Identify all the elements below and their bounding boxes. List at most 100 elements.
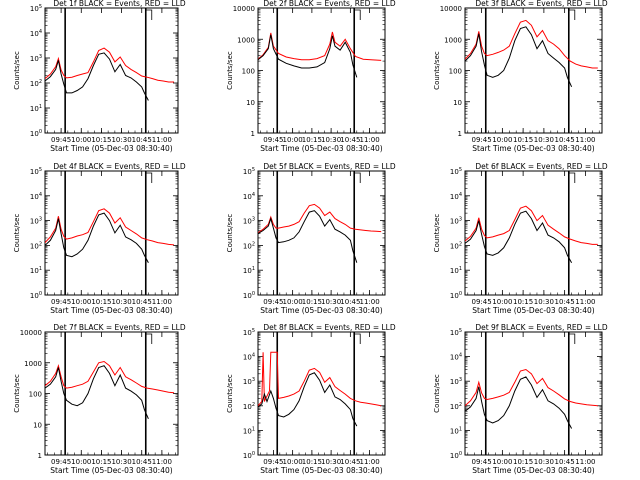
plot-frame — [464, 170, 603, 296]
y-tick-exponent: 0 — [252, 291, 255, 297]
series-line-events — [465, 210, 573, 263]
y-tick-exponent: 2 — [459, 241, 462, 247]
y-tick-label: 104 — [450, 192, 462, 201]
series-line-events — [45, 52, 149, 101]
y-tick-exponent: 2 — [39, 79, 42, 85]
x-tick-label: 10:15 — [513, 136, 533, 144]
y-tick-label: 102 — [30, 79, 42, 88]
interval-bracket — [568, 172, 576, 183]
x-tick-label: 10:15 — [302, 136, 322, 144]
x-axis-label: Start Time (05-Dec-03 08:30:40) — [50, 144, 172, 153]
x-tick-label: 09:45 — [51, 458, 71, 466]
x-tick-label: 11:00 — [575, 136, 595, 144]
chart-panel-2: 1 10 100 1000 10000 09:45 10:00 10:15 10:30 10:45… — [226, 0, 396, 153]
y-axis-label: Counts/sec — [433, 374, 441, 413]
y-tick-label: 105 — [243, 167, 255, 176]
x-tick-label: 10:45 — [555, 458, 575, 466]
x-tick-label: 10:30 — [111, 458, 131, 466]
series-line-events — [258, 372, 358, 427]
x-axis-label: Start Time (05-Dec-03 08:30:40) — [472, 144, 594, 153]
x-tick-label: 10:45 — [555, 298, 575, 306]
x-tick-label: 10:30 — [321, 136, 341, 144]
y-tick-exponent: 5 — [39, 167, 42, 173]
y-tick-exponent: 3 — [459, 217, 462, 223]
y-tick-label: 100 — [242, 68, 255, 76]
y-tick-exponent: 2 — [252, 402, 255, 408]
y-tick-label: 101 — [243, 266, 255, 275]
series-line-events — [45, 365, 149, 419]
x-tick-label: 11:00 — [152, 298, 172, 306]
y-axis-label: Counts/sec — [13, 374, 21, 413]
x-tick-label: 09:45 — [263, 458, 283, 466]
y-tick-exponent: 4 — [252, 353, 255, 359]
y-tick-exponent: 0 — [252, 451, 255, 457]
y-tick-exponent: 2 — [252, 241, 255, 247]
chart-title: Det 1f BLACK = Events, RED = LLD — [53, 0, 186, 8]
y-axis-label: Counts/sec — [226, 51, 234, 90]
y-axis-label: Counts/sec — [13, 51, 21, 90]
x-axis-label: Start Time (05-Dec-03 08:30:40) — [260, 306, 382, 315]
y-tick-exponent: 1 — [39, 104, 42, 110]
y-tick-exponent: 3 — [459, 377, 462, 383]
y-tick-label: 100 — [450, 291, 462, 300]
y-tick-exponent: 1 — [459, 426, 462, 432]
y-tick-label: 105 — [450, 328, 462, 337]
chart-title: Det 8f BLACK = Events, RED = LLD — [263, 323, 396, 332]
series-line-lld — [45, 360, 175, 394]
x-tick-label: 09:45 — [472, 298, 492, 306]
x-tick-label: 10:00 — [283, 458, 303, 466]
x-tick-label: 11:00 — [575, 298, 595, 306]
y-tick-label: 102 — [450, 402, 462, 411]
x-tick-label: 10:00 — [492, 458, 512, 466]
series-line-lld — [465, 205, 598, 245]
x-tick-label: 10:30 — [111, 136, 131, 144]
x-tick-label: 10:00 — [492, 136, 512, 144]
series-line-lld — [45, 208, 175, 246]
x-tick-label: 10:45 — [132, 458, 152, 466]
y-tick-label: 1 — [458, 130, 462, 138]
y-tick-exponent: 4 — [459, 353, 462, 359]
x-tick-label: 10:45 — [340, 298, 360, 306]
y-axis-label: Counts/sec — [433, 214, 441, 253]
y-tick-exponent: 1 — [39, 266, 42, 272]
y-tick-label: 104 — [30, 29, 42, 38]
x-axis-label: Start Time (05-Dec-03 08:30:40) — [260, 144, 382, 153]
interval-bracket — [145, 9, 153, 20]
x-tick-label: 10:30 — [534, 298, 554, 306]
x-tick-label: 10:15 — [91, 136, 111, 144]
y-tick-exponent: 1 — [252, 426, 255, 432]
y-tick-label: 100 — [30, 291, 42, 300]
x-tick-label: 11:00 — [360, 298, 380, 306]
x-tick-label: 11:00 — [575, 458, 595, 466]
y-tick-exponent: 2 — [39, 241, 42, 247]
y-tick-label: 100 — [30, 129, 42, 138]
y-tick-label: 102 — [30, 241, 42, 250]
y-tick-exponent: 1 — [252, 266, 255, 272]
y-tick-label: 100 — [243, 291, 255, 300]
y-tick-label: 103 — [450, 217, 462, 226]
x-tick-label: 10:45 — [340, 136, 360, 144]
y-tick-exponent: 3 — [39, 217, 42, 223]
chart-title: Det 3f BLACK = Events, RED = LLD — [475, 0, 608, 8]
y-tick-label: 1000 — [24, 360, 42, 368]
chart-title: Det 7f BLACK = Events, RED = LLD — [53, 323, 186, 332]
x-tick-label: 09:45 — [51, 298, 71, 306]
y-tick-exponent: 4 — [252, 192, 255, 198]
x-tick-label: 11:00 — [152, 458, 172, 466]
plot-frame — [44, 170, 179, 296]
x-tick-label: 11:00 — [152, 136, 172, 144]
y-tick-label: 102 — [450, 241, 462, 250]
x-tick-label: 09:45 — [51, 136, 71, 144]
x-axis-label: Start Time (05-Dec-03 08:30:40) — [50, 306, 172, 315]
x-tick-label: 10:15 — [513, 298, 533, 306]
y-tick-label: 10 — [33, 421, 42, 429]
y-axis-label: Counts/sec — [13, 214, 21, 253]
y-tick-label: 104 — [30, 192, 42, 201]
interval-bracket — [145, 172, 153, 183]
